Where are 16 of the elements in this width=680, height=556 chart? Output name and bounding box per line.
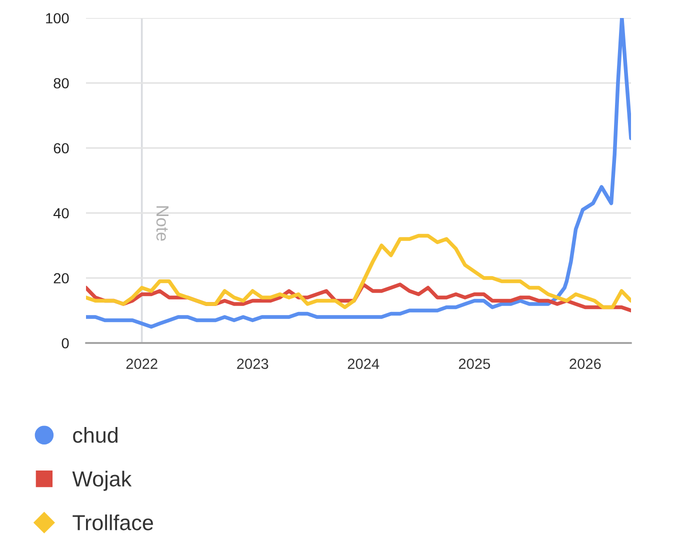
y-tick-label: 80 (54, 78, 69, 88)
y-tick-label: 40 (53, 208, 69, 218)
y-tick-label: 20 (54, 273, 69, 284)
ref-line-label: Note (156, 206, 168, 241)
y-tick-label: 60 (54, 143, 69, 154)
x-tick-label: 2025 (458, 358, 490, 369)
legend-label: chud (73, 427, 118, 443)
legend-label: Trollface (72, 514, 153, 530)
y-tick-label: 0 (62, 338, 69, 348)
x-tick-label: 2022 (126, 358, 158, 369)
x-tick-label: 2024 (348, 358, 380, 369)
line-series (86, 18, 631, 329)
legend-label: Wojak (72, 470, 132, 491)
x-tick-label: 2023 (237, 358, 268, 369)
x-tick-label: 2026 (570, 358, 601, 369)
y-tick-label: 100 (46, 13, 69, 24)
